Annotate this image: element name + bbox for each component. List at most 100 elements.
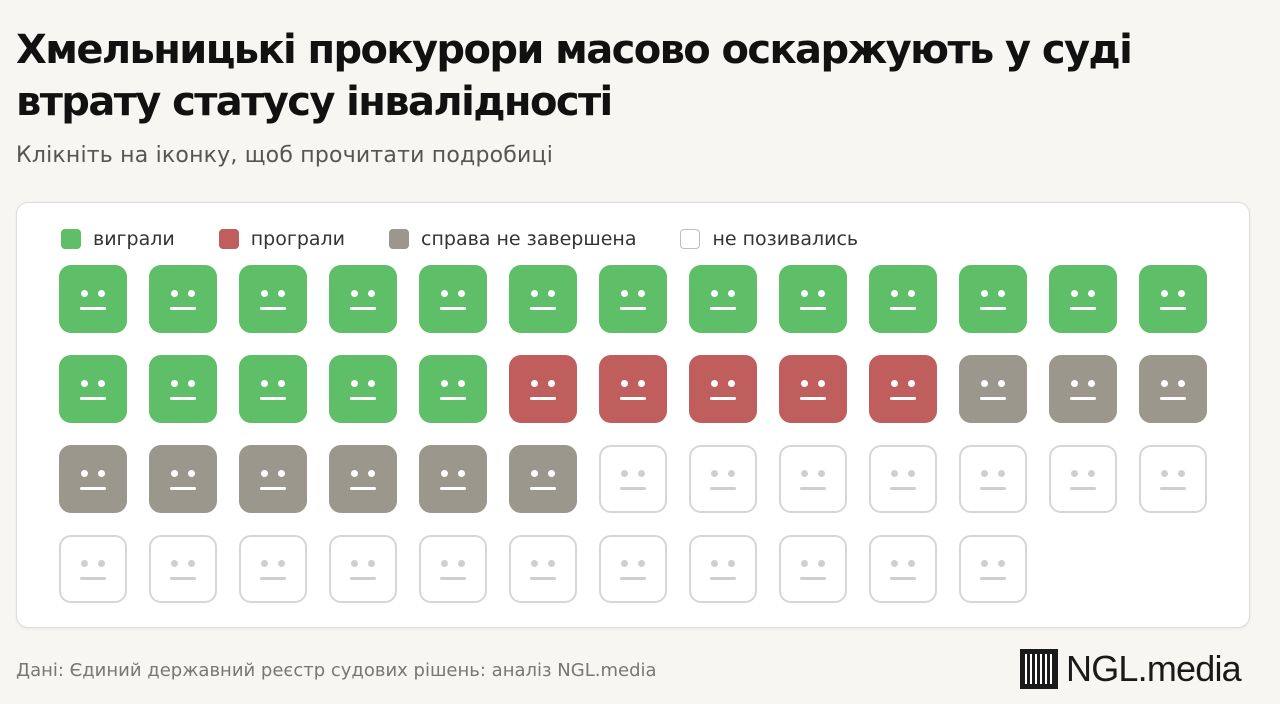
face-icon-won[interactable] xyxy=(239,265,307,333)
face-eye xyxy=(711,290,718,297)
face-eye xyxy=(188,560,195,567)
face-eye xyxy=(638,380,645,387)
face-eye xyxy=(728,380,735,387)
face-icon-none[interactable] xyxy=(599,535,667,603)
face-icon-none[interactable] xyxy=(779,445,847,513)
face-icon-none[interactable] xyxy=(419,535,487,603)
face-icon-none[interactable] xyxy=(149,535,217,603)
face-eye xyxy=(261,380,268,387)
face-icon-pending[interactable] xyxy=(959,355,1027,423)
face-icon-none[interactable] xyxy=(509,535,577,603)
face-icon-won[interactable] xyxy=(239,355,307,423)
face-icon-none[interactable] xyxy=(599,445,667,513)
face-eye xyxy=(1088,380,1095,387)
face-icon-none[interactable] xyxy=(959,445,1027,513)
face-eye xyxy=(891,290,898,297)
legend-swatch-lost xyxy=(218,229,239,249)
face-eye xyxy=(458,560,465,567)
face-icon-lost[interactable] xyxy=(779,355,847,423)
ngl-logo-icon xyxy=(1020,649,1058,689)
face-icon-lost[interactable] xyxy=(689,355,757,423)
face-icon-none[interactable] xyxy=(689,445,757,513)
face-eye xyxy=(908,380,915,387)
face-eye xyxy=(278,560,285,567)
face-mouth xyxy=(440,397,466,400)
face-icon-won[interactable] xyxy=(1139,265,1207,333)
face-icon-won[interactable] xyxy=(59,355,127,423)
face-icon-lost[interactable] xyxy=(509,355,577,423)
face-mouth xyxy=(1160,487,1186,490)
face-mouth xyxy=(80,487,106,490)
face-icon-won[interactable] xyxy=(419,265,487,333)
face-eye xyxy=(908,470,915,477)
face-icon-pending[interactable] xyxy=(59,445,127,513)
face-icon-none[interactable] xyxy=(1049,445,1117,513)
face-icon-won[interactable] xyxy=(59,265,127,333)
face-eye xyxy=(1071,470,1078,477)
face-eye xyxy=(81,470,88,477)
face-icon-pending[interactable] xyxy=(329,445,397,513)
face-mouth xyxy=(80,307,106,310)
face-eye xyxy=(171,560,178,567)
face-icon-won[interactable] xyxy=(1049,265,1117,333)
face-icon-none[interactable] xyxy=(1139,445,1207,513)
face-eye xyxy=(368,470,375,477)
face-icon-won[interactable] xyxy=(959,265,1027,333)
face-icon-won[interactable] xyxy=(779,265,847,333)
face-mouth xyxy=(260,487,286,490)
face-icon-none[interactable] xyxy=(959,535,1027,603)
face-icon-pending[interactable] xyxy=(149,445,217,513)
face-eye xyxy=(278,470,285,477)
face-eye xyxy=(531,560,538,567)
face-icon-won[interactable] xyxy=(419,355,487,423)
face-mouth xyxy=(980,487,1006,490)
page-title: Хмельницькі прокурори масово оскаржують … xyxy=(16,27,1133,125)
face-icon-pending[interactable] xyxy=(239,445,307,513)
face-mouth xyxy=(80,577,106,580)
face-icon-won[interactable] xyxy=(329,265,397,333)
face-icon-none[interactable] xyxy=(329,535,397,603)
face-icon-won[interactable] xyxy=(869,265,937,333)
face-icon-none[interactable] xyxy=(239,535,307,603)
face-icon-lost[interactable] xyxy=(599,355,667,423)
face-icon-pending[interactable] xyxy=(1139,355,1207,423)
face-eye xyxy=(638,290,645,297)
face-icon-lost[interactable] xyxy=(869,355,937,423)
face-icon-won[interactable] xyxy=(329,355,397,423)
face-mouth xyxy=(890,577,916,580)
face-icon-none[interactable] xyxy=(779,535,847,603)
face-icon-none[interactable] xyxy=(689,535,757,603)
chart-legend: виграли програли справа не завершена не поз… xyxy=(61,223,902,255)
face-eye xyxy=(638,560,645,567)
face-icon-pending[interactable] xyxy=(509,445,577,513)
face-eye xyxy=(548,470,555,477)
face-eye xyxy=(801,290,808,297)
face-mouth xyxy=(1160,307,1186,310)
face-mouth xyxy=(1070,397,1096,400)
face-eye xyxy=(818,470,825,477)
face-icon-pending[interactable] xyxy=(1049,355,1117,423)
ngl-logo[interactable]: NGL.media xyxy=(1020,648,1242,690)
face-icon-none[interactable] xyxy=(869,535,937,603)
face-icon-won[interactable] xyxy=(149,355,217,423)
face-eye xyxy=(441,380,448,387)
face-eye xyxy=(441,560,448,567)
face-icon-none[interactable] xyxy=(59,535,127,603)
face-icon-none[interactable] xyxy=(869,445,937,513)
face-mouth xyxy=(260,397,286,400)
face-eye xyxy=(981,560,988,567)
face-eye xyxy=(998,290,1005,297)
face-mouth xyxy=(980,307,1006,310)
face-eye xyxy=(818,560,825,567)
face-icon-won[interactable] xyxy=(509,265,577,333)
face-eye xyxy=(621,560,628,567)
face-icon-won[interactable] xyxy=(599,265,667,333)
face-icon-won[interactable] xyxy=(689,265,757,333)
face-eye xyxy=(711,380,718,387)
face-eye xyxy=(458,290,465,297)
face-eye xyxy=(171,470,178,477)
face-icon-won[interactable] xyxy=(149,265,217,333)
face-icon-pending[interactable] xyxy=(419,445,487,513)
face-eye xyxy=(891,560,898,567)
face-mouth xyxy=(620,397,646,400)
